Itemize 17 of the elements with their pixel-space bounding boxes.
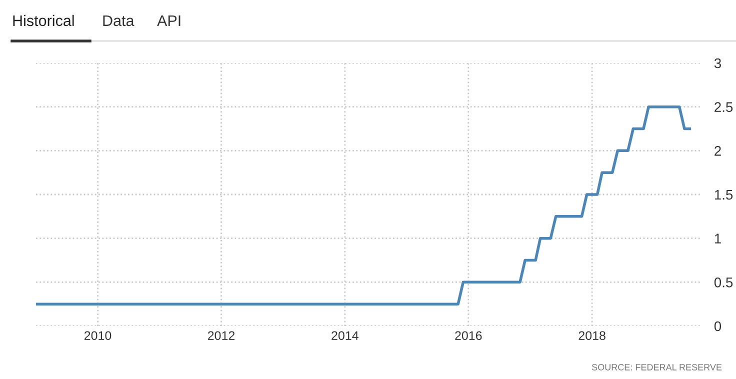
- y-tick-label: 1.5: [714, 190, 733, 200]
- y-tick-label: 1: [714, 234, 721, 244]
- x-tick-label: 2014: [332, 331, 358, 340]
- y-tick-label: 0: [714, 321, 722, 332]
- y-tick-label: 2: [714, 146, 721, 156]
- source-note: SOURCE: FEDERAL RESERVE: [592, 364, 722, 370]
- x-tick-label: 2016: [455, 331, 482, 340]
- line-series: [36, 105, 692, 306]
- x-tick-label: 2018: [578, 331, 606, 340]
- text: API: [157, 15, 180, 26]
- y-tick-label: 0.5: [714, 278, 733, 288]
- y-tick-label: 2.5: [714, 102, 733, 112]
- x-tick-label: 2012: [208, 331, 235, 340]
- y-tick-label: 3: [714, 58, 722, 68]
- text: Historical: [13, 14, 74, 26]
- x-tick-label: 2010: [84, 331, 112, 340]
- text: Data: [103, 15, 134, 26]
